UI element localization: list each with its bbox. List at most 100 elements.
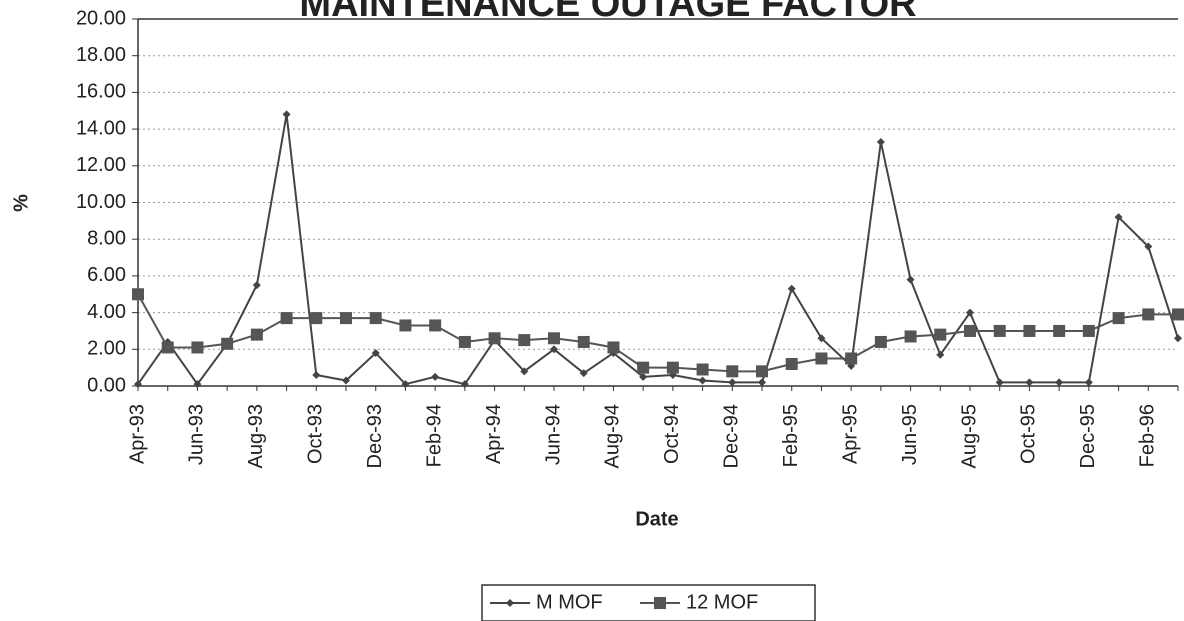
y-tick-label: 18.00	[76, 44, 126, 66]
data-point	[785, 357, 798, 370]
data-point	[904, 330, 917, 343]
x-axis-title: Date	[635, 508, 678, 530]
y-tick-label: 6.00	[87, 264, 126, 286]
data-point	[1174, 334, 1182, 343]
data-point	[1172, 308, 1184, 321]
y-tick-label: 4.00	[87, 301, 126, 323]
data-point	[815, 352, 828, 365]
data-point	[252, 281, 261, 290]
x-tick-label: Dec-93	[364, 404, 386, 468]
x-tick-label: Oct-93	[305, 404, 327, 464]
data-point	[756, 365, 768, 378]
data-point	[132, 288, 144, 301]
y-tick-label: 14.00	[76, 117, 126, 139]
data-point	[429, 319, 442, 332]
y-tick-label: 2.00	[87, 338, 126, 360]
data-point	[876, 137, 885, 146]
data-point	[342, 376, 350, 385]
data-point	[607, 341, 620, 354]
data-point	[993, 324, 1006, 337]
y-tick-label: 12.00	[76, 154, 126, 176]
data-point	[431, 372, 440, 381]
data-point	[488, 332, 501, 345]
x-tick-label: Oct-94	[661, 404, 683, 464]
series-line	[137, 293, 1178, 373]
data-point	[1055, 378, 1064, 387]
data-point	[936, 350, 945, 359]
data-point	[1114, 213, 1123, 222]
data-point	[995, 378, 1004, 387]
x-tick-label: Feb-94	[423, 404, 445, 467]
data-point	[193, 380, 202, 389]
data-point	[518, 334, 531, 347]
x-tick-label: Apr-95	[839, 404, 861, 464]
data-point	[1023, 324, 1036, 337]
data-point	[787, 284, 796, 293]
y-tick-label: 10.00	[76, 191, 126, 213]
data-point	[639, 372, 648, 381]
x-tick-label: Aug-93	[245, 404, 267, 469]
data-point	[964, 324, 976, 337]
chart-title: MAINTENANCE OUTAGE FACTOR	[299, 0, 916, 25]
data-point	[579, 369, 588, 378]
data-point	[758, 378, 766, 387]
y-tick-label: 20.00	[76, 7, 126, 29]
y-tick-label: 0.00	[87, 374, 126, 396]
x-tick-label: Jun-94	[542, 404, 564, 465]
data-point	[369, 312, 382, 325]
data-point	[817, 334, 826, 343]
data-point	[1144, 242, 1153, 251]
data-point	[458, 335, 471, 348]
data-point	[874, 335, 887, 348]
data-point	[1082, 324, 1095, 337]
x-tick-label: Apr-94	[483, 404, 505, 464]
series-line	[137, 114, 1179, 386]
data-point	[401, 380, 410, 389]
data-point	[282, 110, 291, 119]
data-point	[250, 328, 263, 341]
data-point	[340, 312, 352, 325]
y-axis-title: %	[10, 194, 32, 212]
x-tick-label: Oct-95	[1018, 404, 1040, 464]
x-tick-label: Jun-93	[186, 404, 208, 465]
data-point	[1053, 324, 1066, 337]
data-point	[310, 312, 323, 325]
x-tick-label: Aug-95	[958, 404, 980, 469]
data-point	[726, 365, 739, 378]
data-point	[698, 376, 707, 385]
data-point	[934, 328, 947, 341]
x-tick-label: Jun-95	[899, 404, 921, 465]
x-tick-label: Feb-95	[780, 404, 802, 467]
x-tick-label: Feb-96	[1137, 404, 1159, 467]
data-point	[1025, 378, 1034, 387]
data-point	[1142, 308, 1155, 321]
x-tick-label: Dec-95	[1077, 404, 1099, 468]
data-point	[728, 378, 737, 387]
legend-label: M MOF	[536, 591, 603, 613]
legend-marker	[654, 597, 666, 609]
data-point	[845, 352, 858, 365]
data-point	[696, 363, 709, 376]
data-point	[666, 361, 679, 374]
data-point	[191, 341, 204, 354]
data-point	[280, 312, 293, 325]
x-tick-label: Aug-94	[602, 404, 624, 469]
legend-label: 12 MOF	[686, 591, 758, 613]
data-point	[312, 370, 321, 379]
data-point	[134, 380, 142, 389]
data-point	[399, 319, 412, 332]
x-tick-label: Dec-94	[721, 404, 743, 468]
data-point	[460, 380, 469, 389]
data-point	[906, 275, 915, 284]
data-point	[550, 345, 558, 354]
data-point	[548, 332, 560, 345]
y-tick-label: 16.00	[76, 81, 126, 103]
data-point	[371, 348, 380, 357]
data-point	[161, 341, 174, 354]
data-point	[637, 361, 650, 374]
x-tick-label: Apr-93	[126, 404, 148, 464]
y-tick-label: 8.00	[87, 227, 126, 249]
data-point	[520, 367, 529, 376]
data-point	[1112, 312, 1125, 325]
